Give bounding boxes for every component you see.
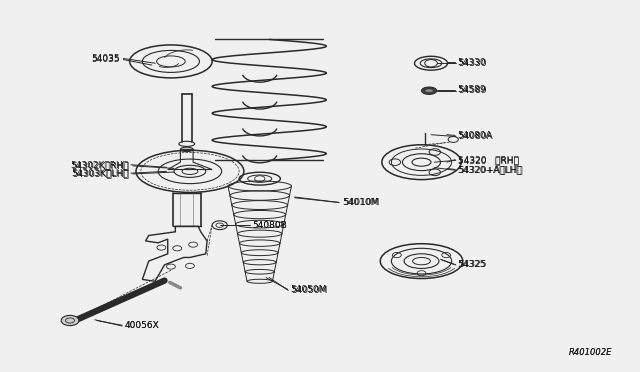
Text: 54589: 54589 <box>458 86 487 95</box>
Circle shape <box>61 315 79 326</box>
Text: 54010M: 54010M <box>343 198 380 207</box>
Text: 54035: 54035 <box>92 55 120 64</box>
Text: 54035: 54035 <box>92 54 120 63</box>
Text: 40056X: 40056X <box>125 321 159 330</box>
Text: 54320+A〈LH〉: 54320+A〈LH〉 <box>458 166 523 175</box>
Text: R401002E: R401002E <box>568 348 612 357</box>
Text: 54080B: 54080B <box>252 221 287 230</box>
Text: 54303K〈LH〉: 54303K〈LH〉 <box>73 169 130 179</box>
Text: 54010M: 54010M <box>342 198 379 207</box>
Text: 54589: 54589 <box>458 86 486 94</box>
Text: 54320   〈RH〉: 54320 〈RH〉 <box>458 156 519 165</box>
Ellipse shape <box>425 89 433 93</box>
Text: 54320+A〈LH〉: 54320+A〈LH〉 <box>458 165 522 174</box>
Text: 54080A: 54080A <box>458 132 493 141</box>
Text: 40056X: 40056X <box>125 321 159 330</box>
Ellipse shape <box>422 87 436 94</box>
Text: 54080B: 54080B <box>252 221 287 230</box>
Text: 54330: 54330 <box>458 58 486 67</box>
Text: 54303K〈LH〉: 54303K〈LH〉 <box>72 169 129 178</box>
Text: 54325: 54325 <box>458 260 486 269</box>
Text: 54050M: 54050M <box>290 285 326 294</box>
Text: R401002E: R401002E <box>568 348 612 357</box>
Text: 54050M: 54050M <box>291 286 328 295</box>
Text: 54325: 54325 <box>458 260 487 269</box>
Text: 54080A: 54080A <box>458 131 492 140</box>
Text: 54302K〈RH〉: 54302K〈RH〉 <box>70 160 129 169</box>
Text: 54302K〈RH〉: 54302K〈RH〉 <box>72 161 130 170</box>
Text: 54330: 54330 <box>458 59 487 68</box>
Text: 54320   〈RH〉: 54320 〈RH〉 <box>458 155 518 164</box>
